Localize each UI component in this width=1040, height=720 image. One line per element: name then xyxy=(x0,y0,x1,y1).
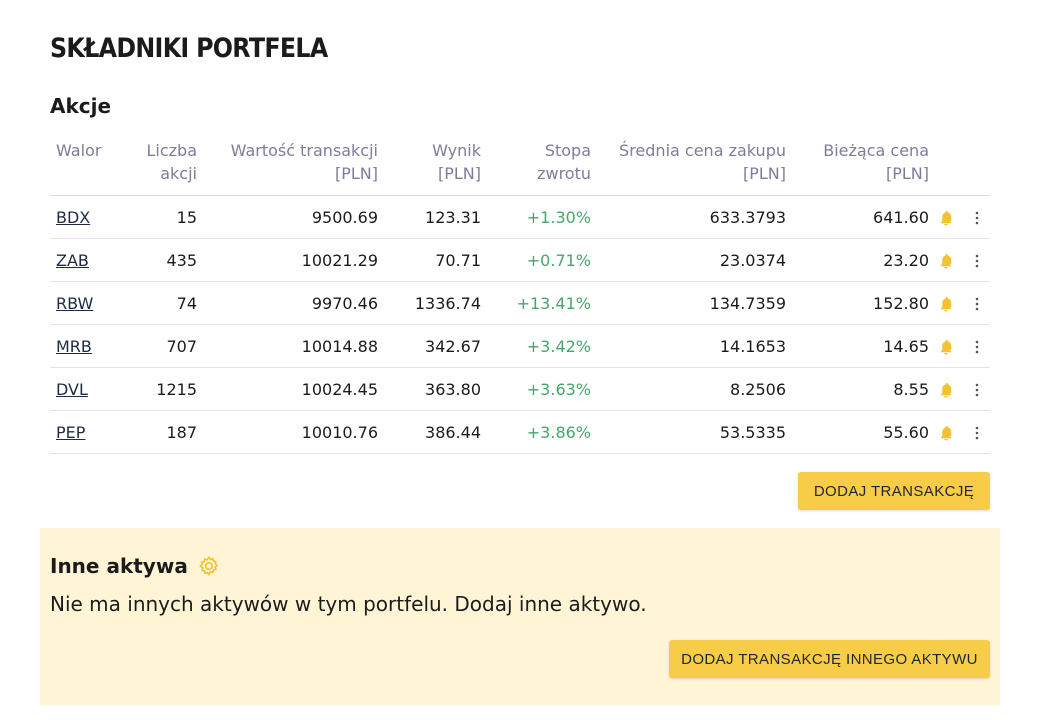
more-vertical-icon[interactable] xyxy=(974,339,980,355)
return-rate-cell: +3.42% xyxy=(481,324,591,368)
add-transaction-button[interactable]: DODAJ TRANSAKCJĘ xyxy=(798,472,990,510)
return-rate-cell: +1.30% xyxy=(481,195,591,239)
table-row: MRB 707 10014.88 342.67 +3.42% 14.1653 14.65 xyxy=(50,324,990,368)
ticker-link[interactable]: RBW xyxy=(56,293,94,313)
more-vertical-icon[interactable] xyxy=(974,296,980,312)
stocks-table: Walor Liczba akcji Wartość transakcji [PLN… xyxy=(50,137,990,454)
other-assets-panel: Inne aktywa Nie ma innych aktywów w tym … xyxy=(40,528,1000,705)
add-other-asset-transaction-button[interactable]: DODAJ TRANSAKCJĘ INNEGO AKTYWU xyxy=(669,640,990,678)
column-header-ticker[interactable]: Walor xyxy=(50,137,120,196)
transaction-value-cell: 10024.45 xyxy=(197,367,378,411)
bell-icon[interactable] xyxy=(937,424,955,442)
column-header-avg-purchase-price[interactable]: Średnia cena zakupu [PLN] xyxy=(591,137,786,196)
result-cell: 342.67 xyxy=(378,324,481,368)
result-cell: 386.44 xyxy=(378,410,481,454)
current-price-cell: 14.65 xyxy=(786,324,929,368)
stocks-section-title: Akcje xyxy=(50,94,112,118)
other-assets-title-text: Inne aktywa xyxy=(50,554,188,578)
shares-cell: 15 xyxy=(120,195,197,239)
return-rate-cell: +3.86% xyxy=(481,410,591,454)
more-vertical-icon[interactable] xyxy=(974,210,980,226)
ticker-link[interactable]: ZAB xyxy=(56,250,89,270)
table-row: PEP 187 10010.76 386.44 +3.86% 53.5335 55.60 xyxy=(50,410,990,454)
bell-icon[interactable] xyxy=(937,381,955,399)
gear-icon[interactable] xyxy=(198,555,220,577)
current-price-cell: 152.80 xyxy=(786,281,929,325)
current-price-cell: 8.55 xyxy=(786,367,929,411)
return-rate-cell: +13.41% xyxy=(481,281,591,325)
current-price-cell: 23.20 xyxy=(786,238,929,282)
current-price-cell: 55.60 xyxy=(786,410,929,454)
transaction-value-cell: 9970.46 xyxy=(197,281,378,325)
avg-purchase-price-cell: 23.0374 xyxy=(591,238,786,282)
bell-icon[interactable] xyxy=(937,338,955,356)
ticker-link[interactable]: MRB xyxy=(56,336,92,356)
shares-cell: 1215 xyxy=(120,367,197,411)
current-price-cell: 641.60 xyxy=(786,195,929,239)
table-row: BDX 15 9500.69 123.31 +1.30% 633.3793 641.60 xyxy=(50,195,990,239)
column-header-result[interactable]: Wynik [PLN] xyxy=(378,137,481,196)
transaction-value-cell: 10021.29 xyxy=(197,238,378,282)
table-row: DVL 1215 10024.45 363.80 +3.63% 8.2506 8.55 xyxy=(50,367,990,411)
result-cell: 70.71 xyxy=(378,238,481,282)
shares-cell: 435 xyxy=(120,238,197,282)
avg-purchase-price-cell: 14.1653 xyxy=(591,324,786,368)
transaction-value-cell: 10010.76 xyxy=(197,410,378,454)
column-header-menu xyxy=(963,137,990,196)
return-rate-cell: +3.63% xyxy=(481,367,591,411)
other-assets-title: Inne aktywa xyxy=(50,554,220,578)
avg-purchase-price-cell: 134.7359 xyxy=(591,281,786,325)
shares-cell: 74 xyxy=(120,281,197,325)
result-cell: 123.31 xyxy=(378,195,481,239)
more-vertical-icon[interactable] xyxy=(974,425,980,441)
bell-icon[interactable] xyxy=(937,209,955,227)
column-header-shares[interactable]: Liczba akcji xyxy=(120,137,197,196)
avg-purchase-price-cell: 53.5335 xyxy=(591,410,786,454)
table-row: RBW 74 9970.46 1336.74 +13.41% 134.7359 152.80 xyxy=(50,281,990,325)
result-cell: 363.80 xyxy=(378,367,481,411)
result-cell: 1336.74 xyxy=(378,281,481,325)
column-header-return-rate[interactable]: Stopa zwrotu xyxy=(481,137,591,196)
avg-purchase-price-cell: 633.3793 xyxy=(591,195,786,239)
column-header-current-price[interactable]: Bieżąca cena [PLN] xyxy=(786,137,929,196)
column-header-transaction-value[interactable]: Wartość transakcji [PLN] xyxy=(197,137,378,196)
page-title: SKŁADNIKI PORTFELA xyxy=(50,33,328,64)
ticker-link[interactable]: BDX xyxy=(56,207,91,227)
shares-cell: 187 xyxy=(120,410,197,454)
more-vertical-icon[interactable] xyxy=(974,253,980,269)
table-row: ZAB 435 10021.29 70.71 +0.71% 23.0374 23.20 xyxy=(50,238,990,282)
avg-purchase-price-cell: 8.2506 xyxy=(591,367,786,411)
ticker-link[interactable]: PEP xyxy=(56,422,86,442)
more-vertical-icon[interactable] xyxy=(974,382,980,398)
return-rate-cell: +0.71% xyxy=(481,238,591,282)
transaction-value-cell: 10014.88 xyxy=(197,324,378,368)
bell-icon[interactable] xyxy=(937,295,955,313)
other-assets-empty-message: Nie ma innych aktywów w tym portfelu. Do… xyxy=(50,592,647,616)
shares-cell: 707 xyxy=(120,324,197,368)
transaction-value-cell: 9500.69 xyxy=(197,195,378,239)
column-header-alert xyxy=(929,137,963,196)
table-header-row: Walor Liczba akcji Wartość transakcji [PLN… xyxy=(50,137,990,196)
ticker-link[interactable]: DVL xyxy=(56,379,88,399)
bell-icon[interactable] xyxy=(937,252,955,270)
